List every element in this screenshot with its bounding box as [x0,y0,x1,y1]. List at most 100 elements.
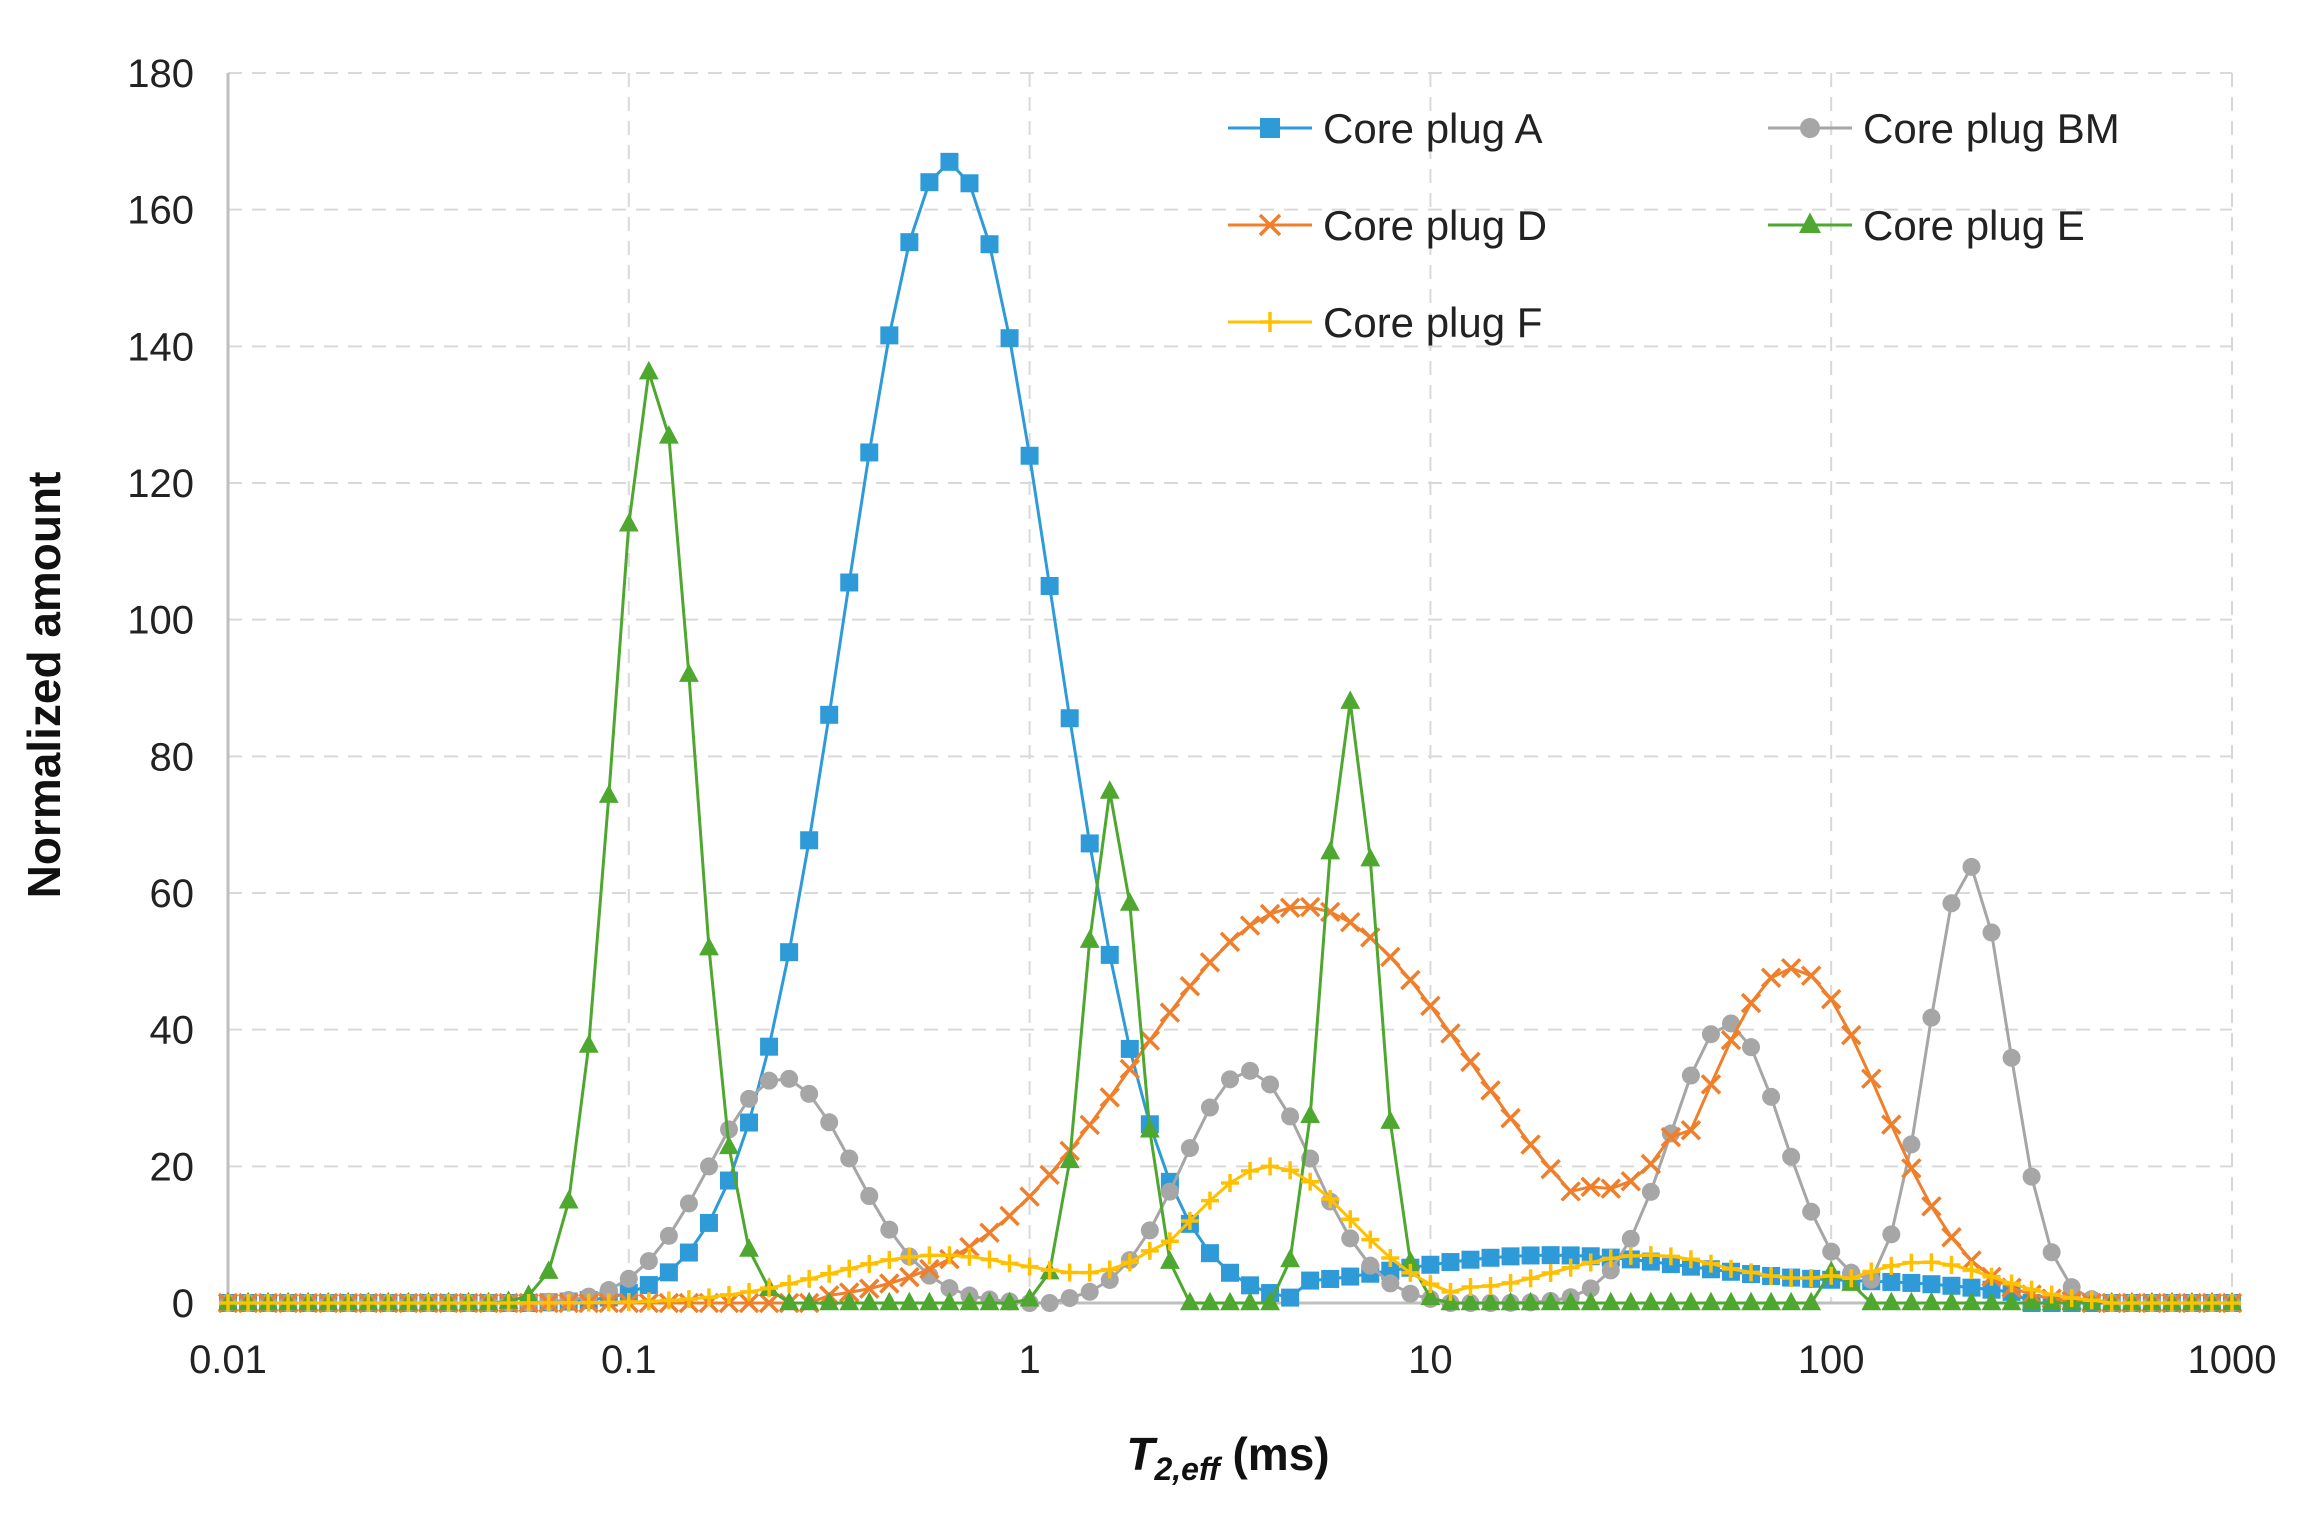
data-point [1020,446,1039,465]
data-point [1259,903,1281,925]
data-point [699,1157,718,1176]
data-point [1440,1291,1461,1311]
data-point [1261,1075,1280,1094]
data-point [1159,1250,1180,1269]
data-point [1801,1291,1822,1311]
data-point [1560,1291,1581,1311]
data-point [519,1293,538,1312]
data-point [1961,1250,1982,1271]
data-point [740,1089,759,1108]
data-point [1681,1066,1700,1085]
y-axis-title: Normalized amount [18,472,70,899]
data-point [1961,1291,1982,1311]
data-point [1080,1282,1099,1301]
data-point [1521,1246,1540,1265]
data-point [1341,1267,1360,1286]
data-point [960,1247,979,1266]
y-tick-label: 180 [127,52,194,96]
data-point [1180,1291,1200,1311]
data-point [1501,1273,1520,1292]
data-point [1361,1230,1380,1249]
data-point [1902,1135,1921,1154]
data-point [639,1292,658,1311]
data-point [1742,1263,1761,1282]
data-point [1822,1242,1841,1261]
data-point [579,1293,598,1312]
data-point [1340,911,1361,933]
data-point [1420,995,1441,1017]
data-point [1641,1182,1660,1201]
data-point [820,1113,839,1132]
legend-item-core-plug-e: Core plug E [1768,202,2085,249]
data-point [1080,1263,1099,1282]
data-point [1721,1291,1741,1311]
data-point [880,326,899,345]
legend-item-core-plug-f: Core plug F [1228,299,1542,346]
data-point [1942,894,1961,913]
data-point [1341,1229,1360,1248]
data-point [840,1259,859,1278]
data-point [2042,1243,2061,1262]
data-point [1441,1282,1460,1301]
data-point [319,1294,338,1312]
x-tick-label: 1 [1018,1338,1040,1382]
data-point [999,1205,1020,1227]
data-point [1962,1278,1981,1297]
data-point [740,1113,759,1132]
data-point [920,1246,939,1265]
data-point [1841,1024,1862,1046]
data-point [1240,1291,1260,1311]
data-point [619,1292,638,1311]
data-point [1901,1158,1922,1179]
data-point [2062,1278,2081,1297]
data-point [1660,1291,1681,1311]
series-core-plug-d [217,896,2243,1314]
data-point [1760,967,1782,989]
data-point [638,360,659,380]
data-point [1701,1025,1720,1044]
data-point [980,1250,999,1269]
grid-lines [228,72,2233,1303]
data-point [860,1254,879,1273]
data-point [919,1291,940,1311]
data-point [720,1120,738,1139]
data-point [1100,1260,1119,1279]
axes: 0 20 40 60 80 100 120 140 160 180 0.01 0.1 1 10 100 100… [127,52,2276,1382]
data-point [659,1263,678,1282]
data-point [940,152,959,171]
data-point [558,1190,579,1209]
data-point [879,1273,900,1294]
data-point [1099,780,1120,799]
data-point [880,1250,899,1269]
data-point [539,1293,558,1312]
data-point [2142,1294,2161,1312]
data-point [1982,1280,2001,1299]
data-point [1119,892,1140,911]
data-point [2021,1291,2042,1311]
legend-label: Core plug E [1863,202,2085,249]
data-point [619,1269,638,1288]
data-point [1281,1161,1300,1180]
data-point [979,1291,1000,1311]
data-point [1241,1276,1260,1295]
legend-label: Core plug D [1323,202,1547,249]
legend: Core plug A Core plug BM Core plug D Core p… [1228,105,2120,346]
data-point [2062,1289,2081,1308]
legend-label: Core plug A [1323,105,1542,152]
data-point [419,1294,438,1312]
data-point [679,1290,698,1309]
data-point [1982,1267,2001,1286]
data-point [1501,1247,1520,1266]
data-point [2002,1274,2021,1293]
data-point [1120,1039,1139,1058]
data-point [1220,1291,1240,1311]
data-point [900,233,919,252]
data-point [439,1294,458,1312]
data-point [1060,1263,1079,1282]
data-point [699,936,719,956]
data-point [1119,1058,1141,1080]
series-line [228,159,2232,1305]
data-point [1440,1023,1461,1044]
data-point [819,1291,840,1311]
y-tick-label: 0 [172,1282,194,1326]
